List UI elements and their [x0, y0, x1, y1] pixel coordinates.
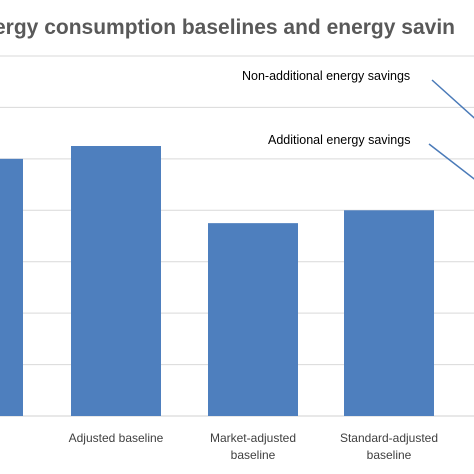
bar	[0, 158, 23, 416]
annotation-label: Non-additional energy savings	[242, 69, 410, 83]
bar	[71, 146, 161, 416]
bar	[208, 223, 298, 416]
annotation-label: Additional energy savings	[268, 133, 410, 147]
bar	[344, 210, 434, 416]
annotation-leader-line	[428, 143, 474, 180]
category-label: Market-adjusted baseline	[210, 431, 296, 462]
chart-title: ergy consumption baselines and energy sa…	[0, 16, 455, 39]
annotation-leader-line	[431, 79, 474, 119]
category-label: Adjusted baseline	[69, 431, 164, 445]
category-label: Standard-adjusted baseline	[340, 431, 438, 462]
